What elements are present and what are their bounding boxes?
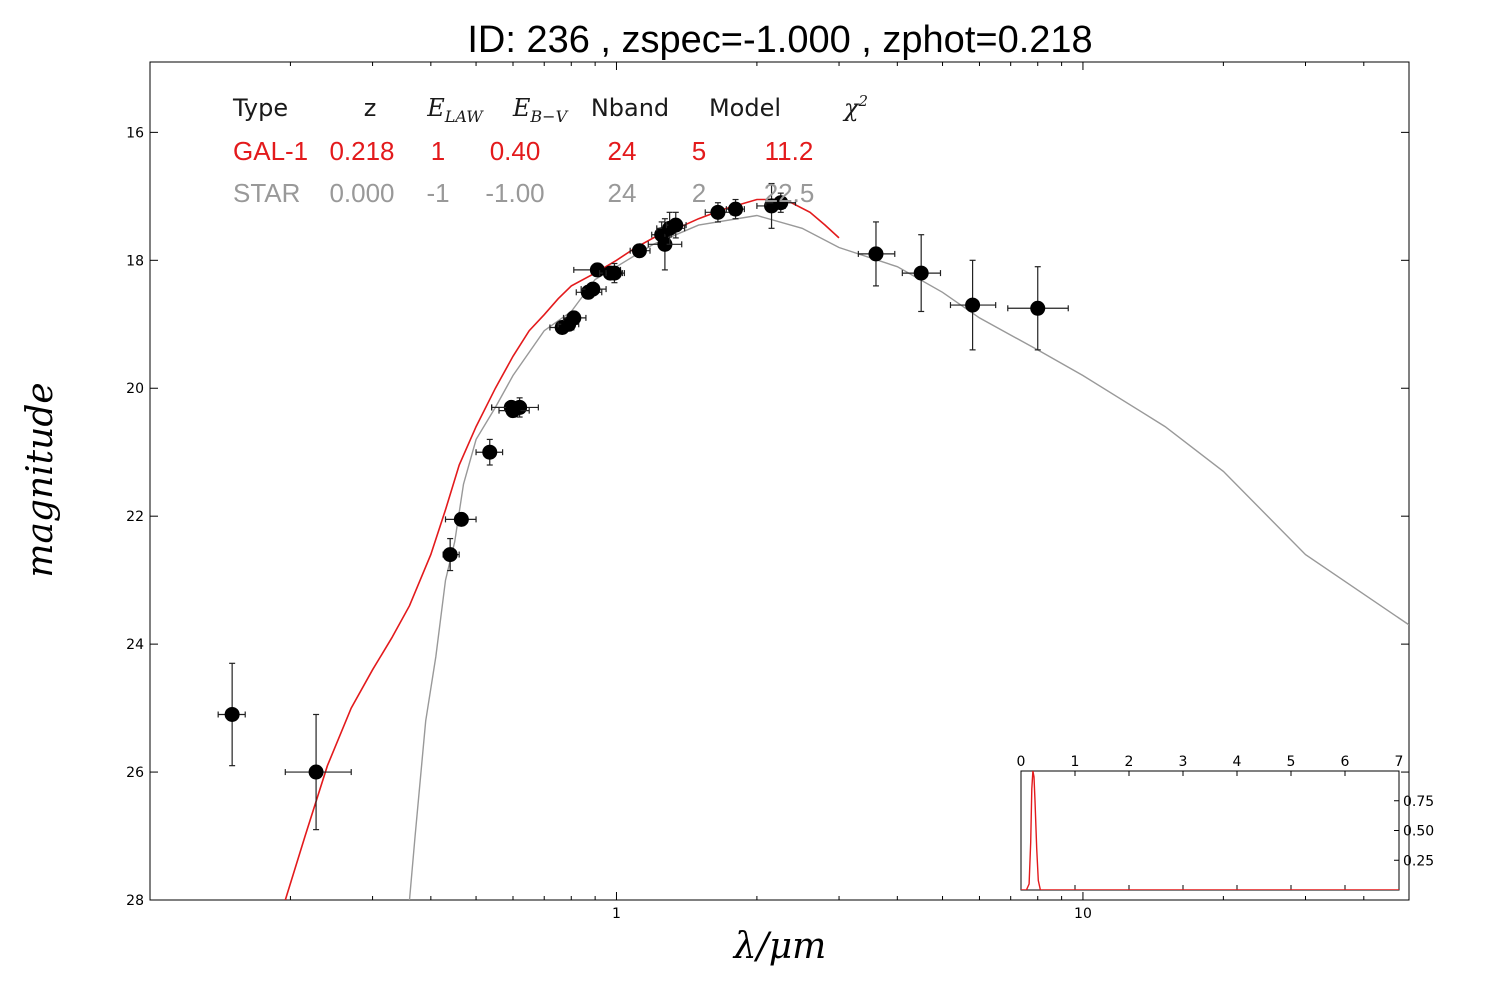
legend-cell: 5	[692, 136, 706, 166]
legend-cell: 2	[692, 178, 706, 208]
legend-cell: 24	[608, 178, 637, 208]
legend-cell: 22.5	[764, 178, 815, 208]
legend-cell: -1.00	[485, 178, 544, 208]
inset-x-tick-label: 7	[1395, 754, 1404, 770]
y-tick-label: 24	[126, 637, 144, 653]
legend-cell: 11.2	[765, 136, 814, 166]
y-tick-label: 26	[126, 765, 144, 781]
y-tick-label: 20	[126, 381, 144, 397]
inset-x-tick-label: 0	[1017, 754, 1026, 770]
inset-x-tick-label: 2	[1125, 754, 1134, 770]
legend-header-1: z	[364, 94, 377, 122]
inset-x-tick-label: 6	[1341, 754, 1350, 770]
data-point	[589, 262, 605, 278]
inset-y-tick-label: 0.75	[1403, 794, 1434, 810]
data-point	[710, 204, 726, 220]
y-tick-label: 22	[126, 509, 144, 525]
series-line-gal-1	[284, 198, 840, 900]
legend-header-5: Model	[709, 94, 781, 122]
inset-frame	[1020, 770, 1400, 891]
legend-header-2: ELAW	[426, 94, 484, 126]
data-point	[585, 281, 601, 297]
legend-cell: -1	[426, 178, 449, 208]
pdf-inset: 0 1 2 3 4 5 6 7 0.25 0.50 0.75	[1017, 754, 1434, 891]
inset-x-tick-label: 1	[1071, 754, 1080, 770]
legend-cell: GAL-1	[233, 136, 308, 166]
data-point	[728, 201, 744, 217]
legend-header-6: χ2	[842, 92, 868, 122]
data-point	[773, 195, 789, 211]
inset-x-tick-label: 5	[1287, 754, 1296, 770]
inset-pdf-line	[1021, 771, 1399, 890]
legend-table: Type z ELAW EB−V Nband Model χ2 GAL-1 0.218 1 0.40…	[232, 92, 868, 208]
y-tick-label: 16	[126, 125, 144, 141]
x-axis-label: λ/μm	[732, 926, 826, 967]
legend-cell: STAR	[233, 178, 300, 208]
y-tick-label: 18	[126, 253, 144, 269]
data-point	[442, 547, 458, 563]
data-point	[657, 236, 673, 252]
x-tick-label: 10	[1074, 906, 1092, 922]
data-point	[1030, 300, 1046, 316]
x-tick-label: 1	[612, 906, 621, 922]
legend-header-4: Nband	[591, 94, 669, 122]
inset-x-tick-label: 4	[1233, 754, 1242, 770]
legend-cell: 0.218	[329, 136, 394, 166]
data-point	[224, 706, 240, 722]
y-axis-label: magnitude	[20, 382, 61, 577]
legend-header-0: Type	[232, 94, 288, 122]
legend-cell: 0.000	[329, 178, 394, 208]
plot-frame	[149, 61, 1410, 901]
legend-cell: 0.40	[490, 136, 541, 166]
data-point	[606, 265, 622, 281]
chart-title: ID: 236 , zspec=-1.000 , zphot=0.218	[467, 19, 1092, 61]
data-point	[868, 246, 884, 262]
data-point	[308, 764, 324, 780]
data-point	[505, 403, 521, 419]
data-point	[668, 217, 684, 233]
legend-cell: 24	[608, 136, 637, 166]
inset-x-tick-label: 3	[1179, 754, 1188, 770]
inset-y-tick-label: 0.25	[1403, 853, 1434, 869]
data-point	[913, 265, 929, 281]
data-point	[965, 297, 981, 313]
inset-y-tick-label: 0.50	[1403, 824, 1434, 840]
data-point	[453, 511, 469, 527]
legend-cell: 1	[431, 136, 445, 166]
data-point	[566, 310, 582, 326]
data-point	[482, 444, 498, 460]
y-tick-label: 28	[126, 893, 144, 909]
legend-header-3: EB−V	[512, 94, 569, 126]
data-point	[631, 243, 647, 259]
